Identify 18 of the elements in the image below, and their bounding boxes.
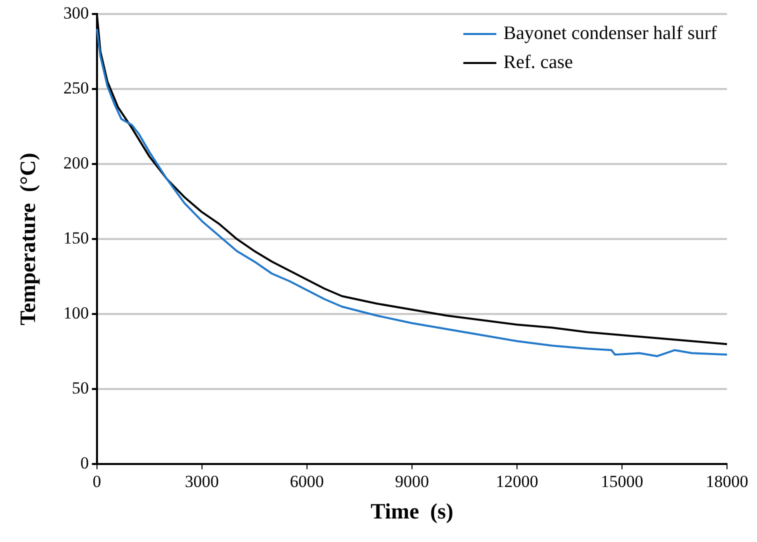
y-tick-label: 150 [63,228,89,248]
y-axis-title: Temperature (°C) [14,152,40,326]
y-tick-label: 200 [63,154,89,173]
x-tick-label: 9000 [394,472,429,491]
y-tick-label: 0 [80,454,89,473]
legend-label: Bayonet condenser half surf [503,22,718,44]
x-tick-label: 12000 [496,472,538,491]
y-tick-label: 100 [63,304,89,323]
x-tick-label: 6000 [290,472,324,491]
legend-label: Ref. case [503,52,573,73]
x-tick-label: 3000 [184,472,219,491]
x-axis-title: Time (s) [370,498,454,524]
y-tick-label: 50 [72,378,89,398]
x-tick-label: 0 [92,472,102,491]
x-tick-label: 18000 [706,472,748,491]
y-tick-label: 300 [63,3,89,22]
x-tick-label: 15000 [600,472,644,491]
y-tick-label: 250 [63,78,89,98]
